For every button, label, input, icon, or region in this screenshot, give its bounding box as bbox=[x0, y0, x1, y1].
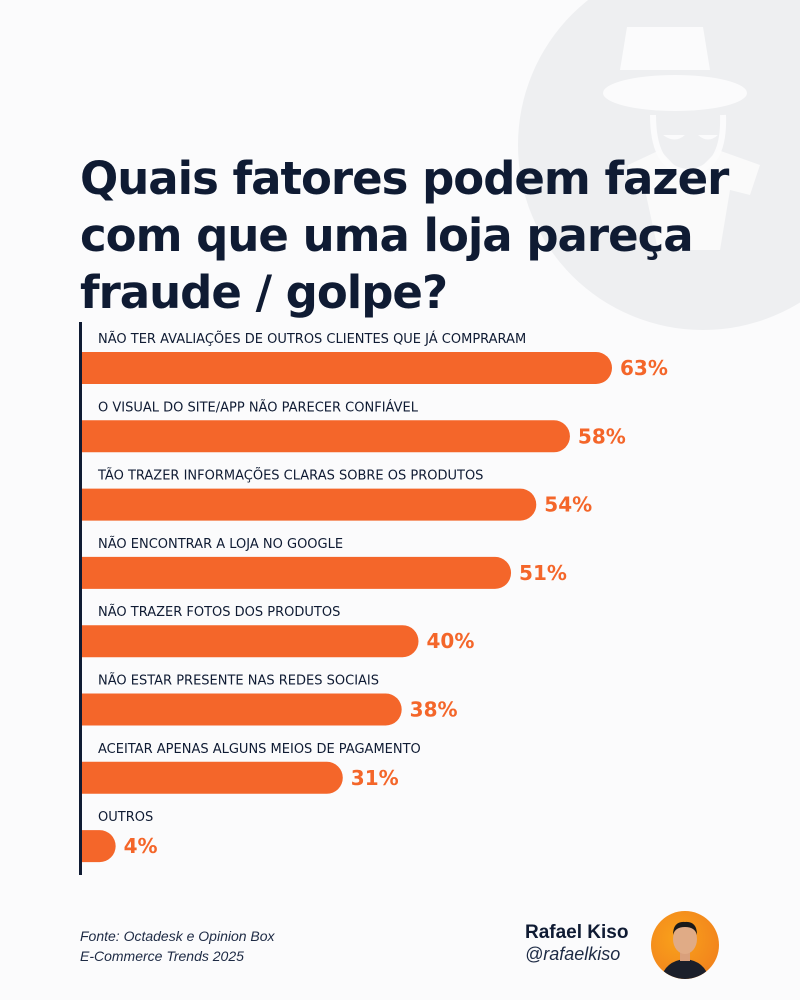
bar bbox=[82, 556, 512, 589]
category-label: NÃO ENCONTRAR A LOJA NO GOOGLE bbox=[98, 536, 343, 552]
category-label: NÃO ESTAR PRESENTE NAS REDES SOCIAIS bbox=[98, 673, 379, 689]
bar bbox=[82, 761, 343, 794]
value-label: 63% bbox=[620, 356, 668, 380]
author-block: Rafael Kiso @rafaelkiso bbox=[525, 922, 628, 965]
value-label: 40% bbox=[427, 629, 475, 653]
author-name: Rafael Kiso bbox=[525, 922, 629, 943]
bar bbox=[82, 352, 612, 384]
author-handle: @rafaelkiso bbox=[525, 944, 621, 964]
source-line-2: E-Commerce Trends 2025 bbox=[80, 948, 244, 964]
value-label: 4% bbox=[124, 834, 158, 858]
bar bbox=[82, 420, 570, 453]
value-label: 38% bbox=[410, 698, 458, 722]
value-label: 58% bbox=[578, 424, 626, 448]
value-label: 54% bbox=[544, 493, 592, 517]
bar bbox=[82, 693, 402, 726]
category-label: TÃO TRAZER INFORMAÇÕES CLARAS SOBRE OS P… bbox=[97, 468, 483, 484]
value-label: 31% bbox=[351, 766, 399, 790]
value-label: 51% bbox=[519, 561, 567, 585]
category-label: O VISUAL DO SITE/APP NÃO PARECER CONFIÁV… bbox=[98, 399, 419, 415]
bar bbox=[82, 488, 537, 521]
category-label: NÃO TER AVALIAÇÕES DE OUTROS CLIENTES QU… bbox=[98, 331, 526, 347]
bar bbox=[82, 830, 116, 863]
source-note: Fonte: Octadesk e Opinion Box E-Commerce… bbox=[80, 926, 275, 966]
avatar bbox=[651, 911, 719, 979]
category-label: OUTROS bbox=[98, 810, 153, 825]
source-line-1: Fonte: Octadesk e Opinion Box bbox=[80, 928, 275, 944]
chart-axis-line bbox=[79, 322, 82, 875]
spy-incognito-icon bbox=[603, 27, 760, 250]
bar bbox=[82, 625, 419, 658]
category-label: NÃO TRAZER FOTOS DOS PRODUTOS bbox=[98, 604, 340, 620]
category-label: ACEITAR APENAS ALGUNS MEIOS DE PAGAMENTO bbox=[98, 742, 421, 757]
page-title: Quais fatores podem fazer com que uma lo… bbox=[80, 152, 729, 319]
